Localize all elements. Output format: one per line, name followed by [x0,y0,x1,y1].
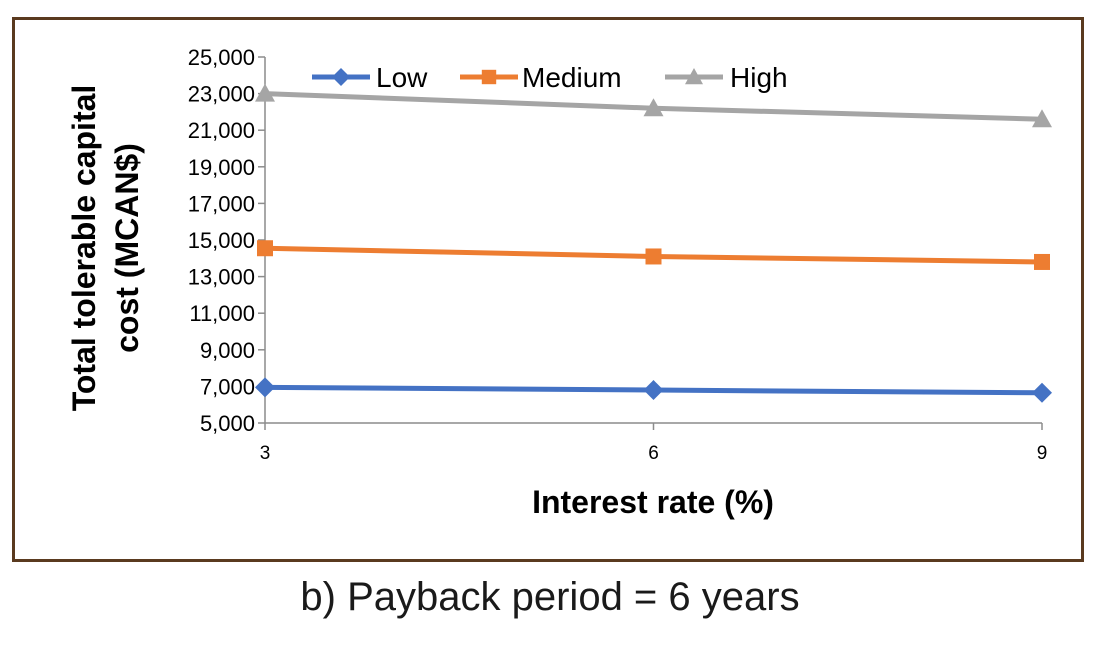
x-axis-title: Interest rate (%) [532,484,774,520]
data-point-high [255,83,275,102]
data-point-high [1032,109,1052,128]
y-tick-label: 7,000 [200,374,255,399]
figure-caption: b) Payback period = 6 years [300,575,800,619]
x-tick-label: 3 [260,443,271,464]
y-tick-label: 21,000 [188,118,255,143]
y-axis-title-line-2: cost (MCAN$) [109,143,145,353]
y-tick-label: 13,000 [188,265,255,290]
y-tick-label: 15,000 [188,228,255,253]
y-tick-label: 11,000 [189,301,255,326]
legend-marker-high [685,68,703,85]
data-point-low [643,380,664,401]
data-point-medium [1034,253,1050,270]
data-point-low [1032,382,1052,403]
x-tick-label: 9 [1037,443,1048,464]
y-tick-label: 25,000 [188,45,255,70]
y-axis-title-line-1: Total tolerable capital [66,85,102,412]
data-point-medium [257,240,273,257]
y-axis-title: Total tolerable capital cost (MCAN$) [66,85,145,412]
line-chart: 5,000 7,000 9,000 11,000 13,000 15,000 17,000 1… [66,45,1052,520]
series-medium [257,240,1050,270]
legend-label-high: High [730,62,788,93]
data-point-medium [645,248,662,265]
axes: 5,000 7,000 9,000 11,000 13,000 15,000 17,000 1… [188,45,1048,464]
y-tick-label: 23,000 [188,82,255,107]
x-tick-label: 6 [648,443,659,464]
legend-item-high: High [665,62,788,93]
data-point-high [643,98,664,117]
series-high [255,83,1052,128]
legend-marker-low [332,68,350,86]
series-low [255,377,1052,403]
legend: Low Medium High [312,62,788,93]
legend-label-low: Low [376,62,428,93]
y-tick-label: 19,000 [188,155,255,180]
legend-item-medium: Medium [460,62,622,93]
series-layer [255,83,1052,403]
y-tick-label: 17,000 [188,191,255,216]
y-tick-label: 9,000 [200,338,255,363]
chart-frame [12,17,1084,562]
y-tick-label: 5,000 [200,411,255,436]
legend-item-low: Low [312,62,428,93]
data-point-low [255,377,275,398]
legend-label-medium: Medium [522,62,622,93]
legend-marker-medium [481,69,497,85]
